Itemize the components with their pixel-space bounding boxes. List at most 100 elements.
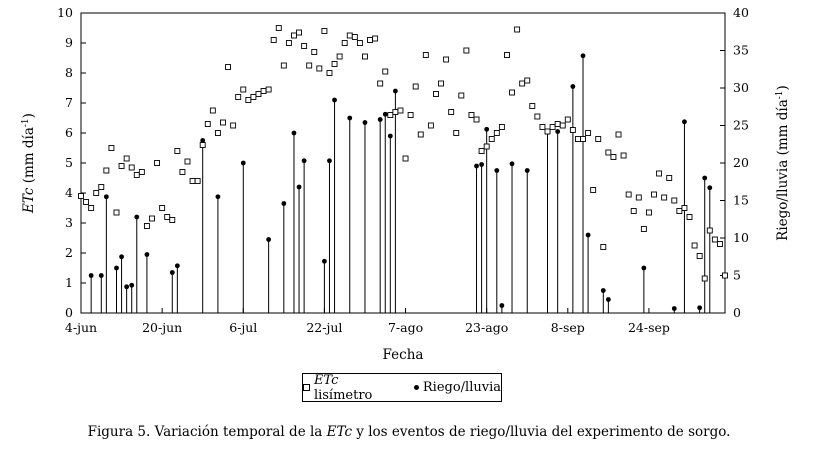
etc-point [473,116,480,123]
etc-point [260,88,267,94]
etc-point [128,164,135,171]
etc-point [504,52,510,58]
x-tick-label: 4-jun [65,320,97,335]
legend-item-etc: ETc lisímetro [303,373,400,403]
etc-point [275,25,282,31]
riego-point [347,115,353,121]
riego-point [555,129,561,134]
chart-labels: 0 1 2 3 4 5 6 7 8 9 10 0 5 10 15 20 25 30 35 40 4-jun 20-jun 6… [21,5,791,363]
etc-point [686,214,693,220]
riego-point [697,305,703,311]
x-tick-label: 6-jul [229,320,257,335]
right-tick-label: 20 [733,155,749,170]
etc-point [301,43,308,49]
etc-point [448,109,455,115]
etc-point [108,145,115,151]
etc-point [93,190,100,196]
etc-point [610,154,617,160]
etc-point [716,241,723,247]
riego-point [362,120,368,125]
riego-point [296,184,302,190]
riego-point [169,270,175,275]
etc-point [407,112,414,118]
etc-point [569,127,576,133]
etc-point [696,253,703,259]
etc-point [519,80,526,87]
chart-legend: ETc lisímetro Riego/lluvia [302,373,502,403]
riego-point [322,258,327,264]
etc-point [640,226,647,232]
etc-point [412,83,419,90]
etc-point [83,199,90,205]
x-tick-label: 8-sep [551,320,585,335]
right-tick-label: 10 [733,230,749,245]
left-tick-label: 7 [65,95,73,110]
riego-point [392,88,398,94]
riego-point [124,284,130,290]
riego-point [702,175,708,181]
etc-point [493,130,500,136]
riego-point [600,288,606,293]
etc-point [580,136,586,142]
etc-point [615,131,622,138]
etc-point [372,35,379,42]
riego-point [509,161,515,167]
etc-point [630,208,637,214]
riego-point [134,214,140,220]
etc-point [280,62,287,69]
right-tick-label: 40 [733,5,749,20]
etc-point [666,175,673,181]
etc-point [453,130,460,136]
etc-point [138,169,145,175]
etc-point [387,112,394,118]
open-square-marker-icon [303,384,310,391]
etc-point [245,97,252,103]
etc-point [174,148,181,154]
etc-point [635,194,642,201]
etc-point [240,86,247,93]
etc-point [564,116,571,123]
riego-point [479,162,484,167]
etc-point [189,178,196,184]
etc-point [209,107,216,114]
riego-point [641,265,647,271]
riego-point [103,194,109,200]
riego-point [524,168,530,173]
left-tick-label: 10 [57,5,73,20]
etc-point [498,124,505,130]
etc-point [159,205,166,211]
filled-circle-marker-icon [413,385,419,390]
etc-point [443,56,450,63]
etc-point [164,214,171,220]
etc-riego-chart: 0 1 2 3 4 5 6 7 8 9 10 0 5 10 15 20 25 30 35 40 4-jun 20-jun 6… [21,5,791,363]
riego-point [585,232,591,238]
left-tick-label: 0 [65,305,73,320]
etc-point [651,191,657,198]
etc-point [661,194,668,201]
etc-point [539,124,546,130]
riego-point [707,185,713,191]
etc-point [600,244,607,250]
riego-point [499,303,505,308]
left-tick-label: 5 [65,155,73,170]
etc-point [179,169,186,175]
etc-point [483,143,490,150]
left-tick-label: 4 [65,185,73,200]
etc-point [291,32,297,39]
etc-point [296,29,302,36]
chart-marks [78,25,728,313]
etc-point [123,155,130,162]
etc-point [377,80,384,87]
etc-point [590,187,597,193]
left-tick-label: 3 [65,215,73,230]
etc-point [204,121,211,127]
x-tick-label: 7-ago [388,320,423,335]
riego-point [114,265,119,271]
etc-point [524,77,531,84]
etc-point [468,112,475,118]
etc-point [645,209,652,216]
right-tick-label: 30 [733,80,749,95]
left-axis-title: ETc (mm día-1) [21,113,37,214]
etc-point [656,170,663,177]
etc-point [422,52,429,58]
